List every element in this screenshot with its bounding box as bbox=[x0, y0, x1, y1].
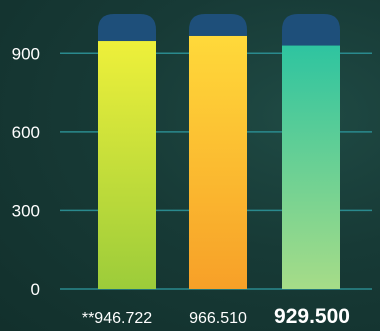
bar-2 bbox=[189, 14, 247, 290]
bar-1 bbox=[98, 14, 156, 290]
bar bbox=[98, 41, 156, 290]
bars bbox=[98, 14, 340, 290]
bar bbox=[189, 35, 247, 290]
bar-cap bbox=[282, 14, 340, 46]
y-tick-label: 900 bbox=[12, 44, 40, 63]
bar bbox=[282, 45, 340, 289]
bar-3 bbox=[282, 14, 340, 289]
y-tick-label: 300 bbox=[12, 201, 40, 220]
bar-cap bbox=[98, 14, 156, 42]
bar-value-label: 929.500 bbox=[274, 305, 350, 328]
bar-value-label: 966.510 bbox=[189, 310, 247, 327]
y-axis: 0 300 600 900 bbox=[12, 44, 40, 299]
bar-value-label: **946.722 bbox=[82, 310, 152, 327]
y-tick-label: 600 bbox=[12, 123, 40, 142]
bar-cap bbox=[189, 14, 247, 36]
y-tick-label: 0 bbox=[31, 280, 40, 299]
value-labels: **946.722 966.510 929.500 bbox=[82, 305, 350, 328]
